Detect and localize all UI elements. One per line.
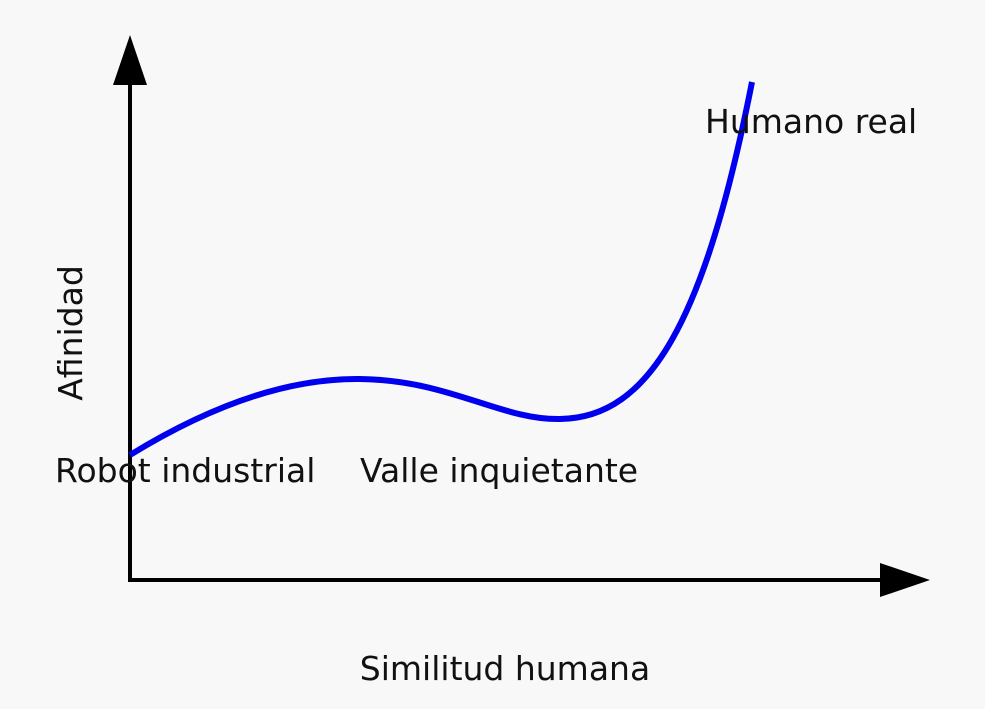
y-axis-arrow xyxy=(113,35,147,85)
annotation: Humano real xyxy=(705,102,917,141)
annotation: Valle inquietante xyxy=(360,451,638,490)
affinity-curve xyxy=(128,81,755,458)
annotation: Robot industrial xyxy=(55,451,315,490)
y-axis-label: Afinidad xyxy=(51,265,90,401)
x-axis-arrow xyxy=(880,563,930,597)
x-axis-label: Similitud humana xyxy=(360,649,650,688)
